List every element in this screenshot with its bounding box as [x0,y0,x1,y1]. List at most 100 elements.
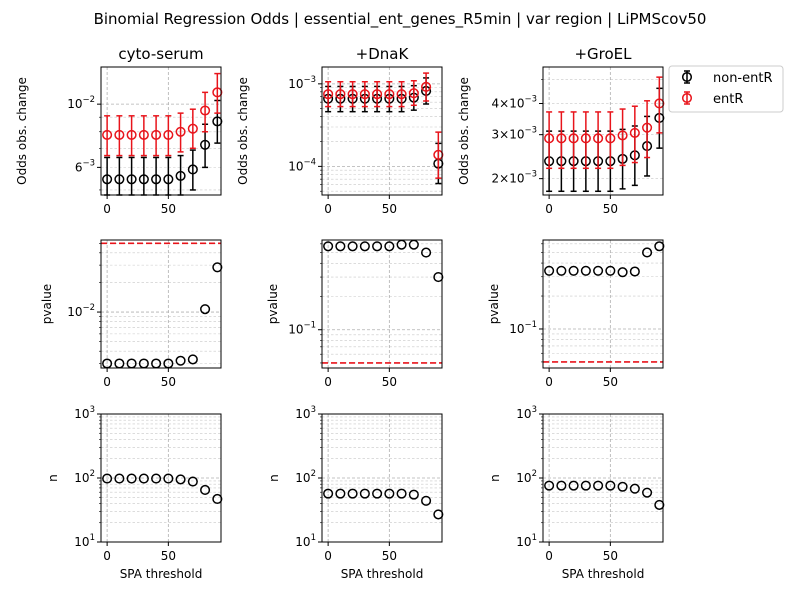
data-point-non-entr [568,265,579,276]
legend-label-non-entr: non-entR [713,71,773,86]
x-tick-label: 50 [603,202,618,216]
data-point-non-entr [347,241,358,252]
data-point-non-entr [617,481,628,492]
data-point-entr [187,123,198,134]
data-point-non-entr [200,304,211,315]
data-point-entr [359,89,370,100]
y-tick-label: 3×10−3 [492,126,538,142]
y-tick-label: 103 [295,405,316,421]
data-point-entr [323,89,334,100]
panel-n-groel: 0 50 101 102 103 n SPA threshold [488,405,665,581]
y-axis-label: n [46,474,60,482]
data-point-entr [138,129,149,140]
data-point-non-entr [629,266,640,277]
data-point-non-entr [151,473,162,484]
x-tick-label: 0 [324,549,332,563]
panel-title: +GroEL [574,45,632,63]
y-tick-label: 102 [295,469,316,485]
data-point-entr [200,105,211,116]
data-point-entr [384,89,395,100]
y-tick-label: 10−1 [288,321,316,337]
y-tick-label: 10−3 [288,75,316,91]
data-point-non-entr [335,488,346,499]
data-point-entr [642,122,653,133]
data-point-entr [568,133,579,144]
panel-n-cyto-serum: 0 50 101 102 103 n SPA threshold [46,405,223,581]
panel-odds-groel: 0 50 2×10−3 3×10−3 4×10−3 +GroEL Odds obs. cha… [457,45,665,216]
y-tick-label: 10−1 [509,320,537,336]
data-point-entr [421,81,432,92]
data-point-non-entr [187,354,198,365]
data-point-entr [433,149,444,160]
data-point-non-entr [580,265,591,276]
y-axis-label: pvalue [40,284,54,324]
data-point-non-entr [200,139,211,150]
data-point-non-entr [580,480,591,491]
x-tick-label: 50 [603,549,618,563]
x-tick-label: 0 [545,202,553,216]
data-point-non-entr [126,473,137,484]
x-tick-label: 0 [103,375,111,389]
legend-label-entr: entR [713,92,743,107]
y-tick-label: 101 [516,533,537,549]
legend: non-entR entR [668,65,784,113]
data-point-entr [347,89,358,100]
data-point-non-entr [372,488,383,499]
x-tick-label: 50 [161,202,176,216]
data-point-non-entr [163,174,174,185]
data-point-non-entr [433,272,444,283]
panel-title: cyto-serum [118,45,203,63]
panel-odds-dnak: 0 50 10−4 10−3 +DnaK Odds obs. change [236,45,444,216]
data-point-non-entr [102,174,113,185]
x-tick-label: 50 [382,549,397,563]
data-point-non-entr [187,164,198,175]
data-point-non-entr [605,265,616,276]
data-point-entr [114,129,125,140]
data-point-non-entr [654,499,665,510]
data-point-non-entr [151,174,162,185]
data-point-non-entr [323,241,334,252]
data-point-non-entr [544,480,555,491]
y-axis-label: pvalue [266,284,280,324]
y-tick-label: 101 [74,533,95,549]
y-tick-label: 4×10−3 [492,94,538,110]
y-tick-label: 101 [295,533,316,549]
axes-frame [542,66,664,196]
data-point-entr [372,89,383,100]
data-point-non-entr [175,170,186,181]
x-axis-label: SPA threshold [120,567,203,581]
panel-n-dnak: 0 50 101 102 103 n SPA threshold [267,405,444,581]
data-point-entr [654,98,665,109]
data-point-non-entr [200,484,211,496]
x-tick-label: 0 [324,375,332,389]
data-point-entr [544,133,555,144]
data-point-non-entr [359,241,370,252]
y-tick-label: 2×10−3 [492,170,538,186]
x-tick-label: 50 [382,202,397,216]
data-point-non-entr [347,488,358,499]
data-point-entr [212,87,223,98]
data-point-non-entr [323,488,334,499]
data-point-non-entr [642,247,653,258]
axes-frame [100,66,222,196]
data-point-non-entr [421,247,432,258]
x-tick-label: 0 [545,549,553,563]
x-tick-label: 0 [324,202,332,216]
data-point-non-entr [114,174,125,185]
data-point-non-entr [396,488,407,499]
data-point-non-entr [384,241,395,252]
axes-frame [542,239,664,369]
y-tick-label: 10−2 [67,303,95,319]
data-point-entr [335,89,346,100]
data-point-non-entr [556,480,567,491]
data-point-non-entr [433,509,444,520]
figure-title: Binomial Regression Odds | essential_ent… [94,10,707,29]
data-point-non-entr [617,267,628,278]
data-point-non-entr [138,473,149,484]
axes-frame [321,239,443,369]
y-tick-label: 10−4 [288,157,316,173]
y-axis-label: n [488,474,502,482]
data-point-non-entr [372,241,383,252]
data-point-non-entr [212,493,223,505]
panel-title: +DnaK [356,45,410,63]
